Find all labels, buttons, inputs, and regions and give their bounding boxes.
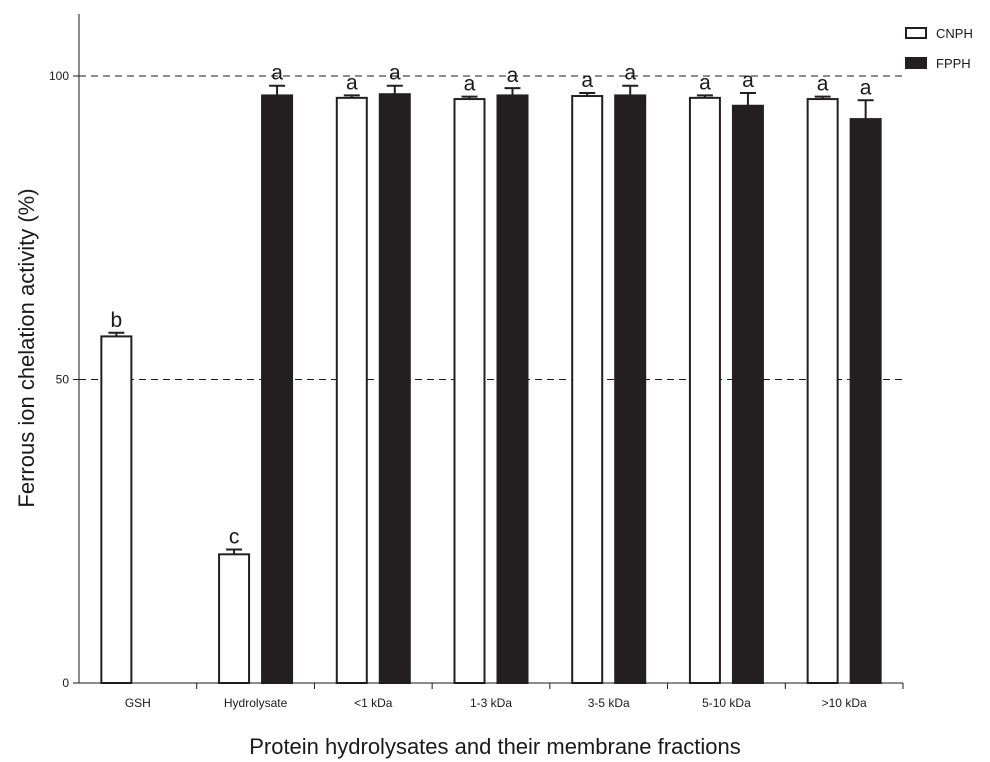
bar-fpph bbox=[849, 118, 882, 685]
legend-label-cnph: CNPH bbox=[936, 26, 973, 41]
legend-label-fpph: FPPH bbox=[936, 56, 971, 71]
y-axis-title: Ferrous ion chelation activity (%) bbox=[14, 188, 39, 507]
significance-label: a bbox=[271, 62, 283, 85]
significance-label: a bbox=[346, 71, 358, 94]
x-tick-label: GSH bbox=[125, 696, 151, 710]
bar-fpph bbox=[614, 94, 647, 684]
x-tick-label: >10 kDa bbox=[822, 696, 867, 710]
bar-cnph bbox=[688, 96, 721, 685]
bars bbox=[100, 84, 882, 685]
x-tick-label: 5-10 kDa bbox=[702, 696, 751, 710]
bar-cnph bbox=[571, 95, 604, 684]
bar-fpph bbox=[731, 104, 764, 685]
significance-label: c bbox=[229, 525, 240, 548]
reference-lines bbox=[79, 75, 903, 380]
y-tick-label: 100 bbox=[49, 69, 69, 83]
significance-label: a bbox=[699, 71, 711, 94]
x-tick-label: Hydrolysate bbox=[224, 696, 288, 710]
x-tick-label: 1-3 kDa bbox=[470, 696, 512, 710]
legend-swatch-cnph bbox=[905, 27, 927, 39]
legend: CNPH FPPH bbox=[905, 26, 973, 71]
significance-label: a bbox=[464, 73, 476, 96]
significance-label: a bbox=[860, 76, 872, 99]
legend-swatch-fpph bbox=[905, 57, 927, 69]
significance-label: a bbox=[581, 69, 593, 92]
y-tick-label: 0 bbox=[62, 676, 69, 690]
axes bbox=[73, 14, 904, 689]
x-axis-title: Protein hydrolysates and their membrane … bbox=[249, 734, 741, 759]
significance-label: a bbox=[742, 69, 754, 92]
significance-label: b bbox=[111, 309, 123, 332]
x-tick-label: 3-5 kDa bbox=[588, 696, 630, 710]
bar-cnph bbox=[335, 96, 368, 685]
x-tick-label: <1 kDa bbox=[354, 696, 393, 710]
significance-label: a bbox=[507, 64, 519, 87]
y-tick-label: 50 bbox=[56, 373, 70, 387]
bar-cnph bbox=[100, 335, 133, 684]
significance-label: a bbox=[624, 62, 636, 85]
bar-cnph bbox=[218, 553, 251, 684]
significance-label: a bbox=[389, 62, 401, 85]
bar-fpph bbox=[378, 93, 411, 684]
bar-cnph bbox=[453, 98, 486, 685]
labels: 0 50 100 GSH b Hydrolysate c a <1 kDa a a 1-3 kDa a a… bbox=[49, 62, 872, 710]
significance-label: a bbox=[817, 73, 829, 96]
bar-fpph bbox=[496, 94, 529, 684]
bar-fpph bbox=[261, 94, 294, 684]
bar-cnph bbox=[806, 98, 839, 685]
